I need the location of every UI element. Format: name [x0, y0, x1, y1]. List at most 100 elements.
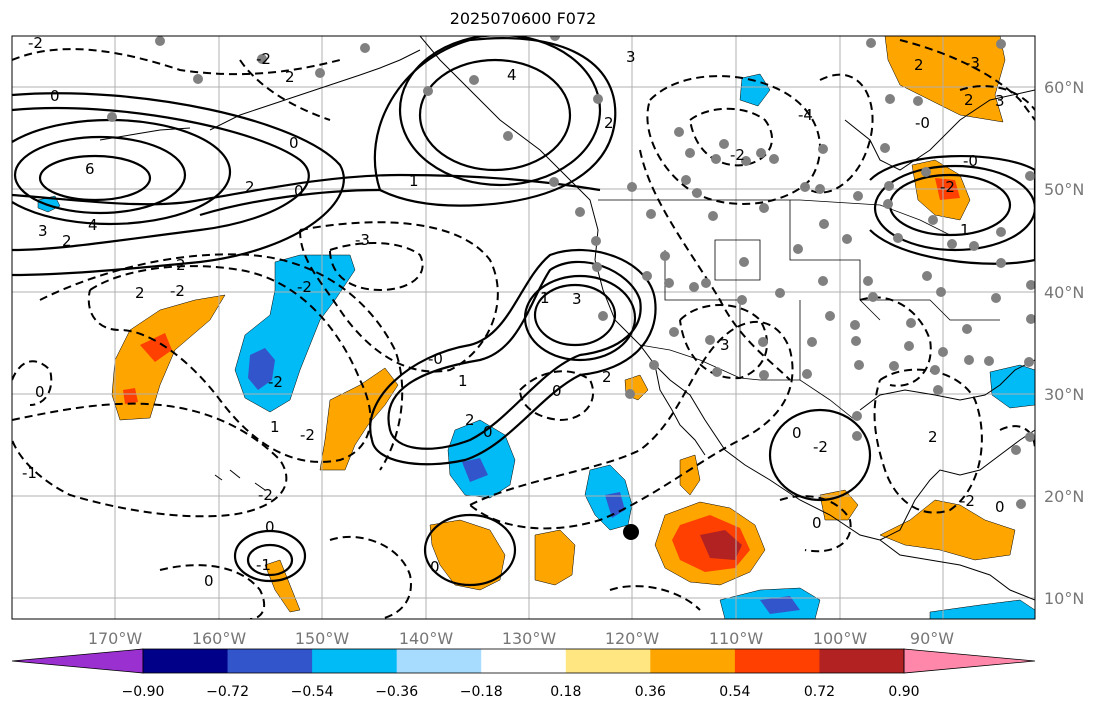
contour-label: 3 — [720, 336, 730, 354]
lon-tick-label: 130°W — [502, 629, 557, 648]
contour-label: 0 — [35, 383, 45, 401]
contour-label: 0 — [50, 87, 60, 105]
graticule — [12, 36, 1035, 619]
contour-label: 0 — [995, 498, 1005, 516]
colorbar-segment — [312, 649, 398, 673]
colorbar-tick-label: 0.18 — [550, 684, 581, 700]
colorbar-tick-label: 0.90 — [888, 684, 919, 700]
contour-label: -0 — [428, 350, 443, 368]
lon-tick-label: 120°W — [605, 629, 660, 648]
contour-label: 2 — [245, 178, 255, 196]
contour-label: 0 — [265, 518, 275, 536]
lat-tick-label: 30°N — [1044, 385, 1084, 404]
contour-label: -2 — [268, 373, 283, 391]
contour-label: 4 — [507, 66, 517, 84]
contour-label: 0 — [812, 514, 822, 532]
colorbar-segment — [481, 649, 567, 673]
lon-tick-label: 90°W — [910, 629, 954, 648]
contour-labels: -2 0 2 4 3 2 -2 6 4 2 0 1 2 3 -3 2 -2 0 … — [22, 34, 1005, 590]
contour-label: 2 — [135, 284, 145, 302]
lat-tick-label: 50°N — [1044, 180, 1084, 199]
contour-label: -2 — [300, 426, 315, 444]
contour-label: 1 — [960, 221, 970, 239]
contour-label: 3 — [626, 48, 636, 66]
storm-position-marker — [623, 524, 639, 540]
contour-label: 2 — [914, 56, 924, 74]
colorbar-frame — [142, 648, 905, 674]
filled-anomalies — [37, 36, 1035, 619]
contour-label: 2 — [964, 91, 974, 109]
contour-label: -2 — [258, 486, 273, 504]
contour-label: -2 — [960, 492, 975, 510]
contour-label: -2 — [28, 34, 43, 52]
contour-label: -2 — [940, 178, 955, 196]
colorbar-segment — [143, 649, 229, 673]
contour-label: 6 — [85, 160, 95, 178]
colorbar-tick-label: −0.54 — [291, 684, 334, 700]
contour-label: -2 — [256, 50, 271, 68]
colorbar-tick-label: −0.18 — [460, 684, 503, 700]
lat-tick-label: 40°N — [1044, 283, 1084, 302]
contour-label: 0 — [289, 134, 299, 152]
contour-label: -1 — [256, 556, 271, 574]
colorbar: −0.90 −0.72 −0.54 −0.36 −0.18 0.18 0.36 0.54 0.7… — [11, 648, 1036, 700]
contour-label: 1 — [458, 372, 468, 390]
contour-label: 0 — [483, 423, 493, 441]
contour-label: 0 — [294, 182, 304, 200]
colorbar-segment — [565, 649, 651, 673]
contour-label: 1 — [270, 418, 280, 436]
colorbar-tick-label: 0.36 — [635, 684, 666, 700]
lon-tick-label: 140°W — [399, 629, 454, 648]
contour-label: 4 — [88, 216, 98, 234]
colorbar-tick-label: −0.36 — [375, 684, 418, 700]
contour-label: -0 — [915, 114, 930, 132]
lat-tick-label: 10°N — [1044, 589, 1084, 608]
latitude-tick-labels: 60°N 50°N 40°N 30°N 20°N 10°N — [1044, 78, 1084, 608]
colorbar-segment — [227, 649, 313, 673]
colorbar-segment — [650, 649, 736, 673]
colorbar-segment — [396, 649, 482, 673]
lon-tick-label: 150°W — [295, 629, 350, 648]
contour-label: 2 — [62, 232, 72, 250]
colorbar-tick-label: 0.54 — [719, 684, 750, 700]
contour-label: -2 — [813, 438, 828, 456]
contour-label: 3 — [38, 222, 48, 240]
contour-label: 2 — [176, 256, 186, 274]
contour-label: 0 — [430, 558, 440, 576]
lon-tick-label: 100°W — [813, 629, 868, 648]
map-frame — [11, 35, 1036, 620]
contour-label: 0 — [204, 572, 214, 590]
contour-label: 1 — [540, 289, 550, 307]
contour-label: 1 — [409, 172, 419, 190]
contour-label: 0 — [552, 382, 562, 400]
colorbar-tick-label: −0.72 — [206, 684, 249, 700]
station-markers — [107, 36, 1035, 509]
contour-label: 3 — [572, 290, 582, 308]
colorbar-extend-low — [11, 648, 144, 674]
contour-label: 2 — [602, 368, 612, 386]
contour-label: -1 — [22, 464, 37, 482]
lon-tick-label: 170°W — [88, 629, 143, 648]
contours-negative — [12, 39, 1035, 619]
contour-label: -3 — [965, 54, 980, 72]
lat-tick-label: 20°N — [1044, 487, 1084, 506]
colorbar-segment — [734, 649, 820, 673]
contour-label: -2 — [730, 146, 745, 164]
contour-label: 2 — [465, 411, 475, 429]
contour-label: -4 — [798, 106, 813, 124]
contour-label: 0 — [792, 424, 802, 442]
contour-label: -2 — [170, 282, 185, 300]
contour-label: 3 — [995, 92, 1005, 110]
contour-label: -2 — [297, 278, 312, 296]
longitude-tick-labels: 170°W 160°W 150°W 140°W 130°W 120°W 110°… — [88, 629, 954, 648]
contour-label: 2 — [604, 114, 614, 132]
lon-tick-label: 160°W — [192, 629, 247, 648]
contour-label: -0 — [963, 152, 978, 170]
colorbar-tick-label: −0.90 — [122, 684, 165, 700]
colorbar-extend-high — [903, 648, 1036, 674]
lon-tick-label: 110°W — [709, 629, 764, 648]
colorbar-tick-label: 0.72 — [804, 684, 835, 700]
contour-label: -3 — [355, 231, 370, 249]
lat-tick-label: 60°N — [1044, 78, 1084, 97]
